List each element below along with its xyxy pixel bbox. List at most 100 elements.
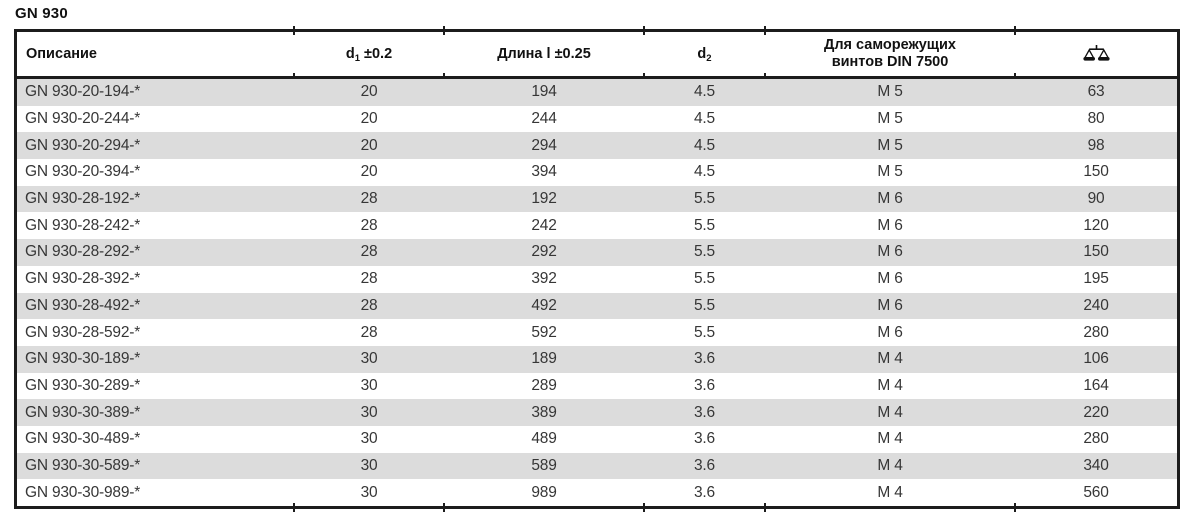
cell-weight: 164 xyxy=(1083,376,1109,394)
cell-length: 592 xyxy=(531,323,557,341)
cell-din: M 6 xyxy=(877,323,903,341)
cell-weight: 195 xyxy=(1083,270,1109,288)
cell-weight: 120 xyxy=(1083,216,1109,234)
cell-din: M 4 xyxy=(765,345,1015,373)
cell-description: GN 930-20-294-* xyxy=(17,132,294,160)
cell-d2: 5.5 xyxy=(694,323,715,341)
cell-din: M 6 xyxy=(877,270,903,288)
cell-din: M 4 xyxy=(765,399,1015,426)
page-title: GN 930 xyxy=(15,5,68,22)
table-row: GN 930-20-394-* 20 394 4.5 M 5 150 xyxy=(17,159,1177,186)
cell-length: 192 xyxy=(444,185,644,213)
cell-length: 389 xyxy=(444,399,644,426)
cell-d2: 4.5 xyxy=(694,163,715,181)
table-row: GN 930-28-392-* 28 392 5.5 M 6 195 xyxy=(17,266,1177,293)
cell-d1: 30 xyxy=(293,479,444,512)
table-row: GN 930-28-492-* 28 492 5.5 M 6 240 xyxy=(17,292,1177,320)
cell-description: GN 930-20-194-* xyxy=(17,79,294,106)
cell-weight: 280 xyxy=(1083,323,1109,341)
cell-description: GN 930-30-989-* xyxy=(25,483,141,501)
cell-d1: 20 xyxy=(294,132,444,160)
cell-description: GN 930-28-492-* xyxy=(17,292,294,320)
d2-symbol: d xyxy=(697,45,707,62)
cell-d1: 28 xyxy=(294,292,444,320)
cell-d2: 5.5 xyxy=(644,239,765,266)
cell-din: M 6 xyxy=(877,216,903,234)
cell-weight: 98 xyxy=(1015,132,1177,160)
cell-din: M 5 xyxy=(765,79,1015,106)
cell-length: 242 xyxy=(531,216,557,234)
cell-din: M 4 xyxy=(765,452,1015,480)
column-header-din7500: Для саморежущих винтов DIN 7500 xyxy=(764,26,1015,82)
table-row: GN 930-28-192-* 28 192 5.5 M 6 90 xyxy=(17,185,1177,213)
cell-weight: 90 xyxy=(1015,185,1177,213)
cell-din: M 6 xyxy=(765,185,1015,213)
column-header-d2: d2 xyxy=(643,26,765,82)
din-header-line2: винтов DIN 7500 xyxy=(831,54,949,70)
cell-length: 294 xyxy=(444,132,644,160)
cell-d1: 30 xyxy=(360,430,378,448)
cell-d1: 28 xyxy=(360,323,378,341)
cell-d1: 28 xyxy=(360,270,378,288)
cell-description: GN 930-28-242-* xyxy=(25,216,141,234)
cell-description: GN 930-20-394-* xyxy=(25,163,141,181)
cell-length: 394 xyxy=(531,163,557,181)
cell-length: 189 xyxy=(444,345,644,373)
cell-length: 492 xyxy=(444,292,644,320)
cell-weight: 340 xyxy=(1015,452,1177,480)
cell-d2: 3.6 xyxy=(694,430,715,448)
table-row: GN 930-28-292-* 28 292 5.5 M 6 150 xyxy=(17,239,1177,266)
d1-tolerance: ±0.2 xyxy=(360,45,393,62)
column-header-length-label: Длина l ±0.25 xyxy=(497,45,591,62)
cell-weight: 240 xyxy=(1015,292,1177,320)
column-header-weight xyxy=(1014,26,1177,82)
d1-subscript: 1 xyxy=(354,52,360,64)
cell-weight: 150 xyxy=(1015,239,1177,266)
spec-table: Описание d1 ±0.2 Длина l ±0.25 d2 Для са… xyxy=(14,26,1180,512)
cell-d2: 5.5 xyxy=(644,292,765,320)
cell-length: 989 xyxy=(443,479,644,512)
cell-d2: 3.6 xyxy=(644,452,765,480)
cell-weight: 560 xyxy=(1014,479,1177,512)
cell-d1: 20 xyxy=(360,110,378,128)
cell-d1: 30 xyxy=(294,452,444,480)
cell-description: GN 930-20-244-* xyxy=(25,110,141,128)
d2-subscript: 2 xyxy=(706,52,712,64)
cell-length: 489 xyxy=(531,430,557,448)
cell-d1: 20 xyxy=(294,79,444,106)
cell-din: M 5 xyxy=(877,110,903,128)
cell-description: GN 930-30-489-* xyxy=(25,430,141,448)
cell-weight: 150 xyxy=(1083,163,1109,181)
d1-symbol: d xyxy=(345,45,355,62)
cell-weight: 80 xyxy=(1087,110,1105,128)
table-row: GN 930-20-294-* 20 294 4.5 M 5 98 xyxy=(17,132,1177,160)
cell-din: M 6 xyxy=(765,292,1015,320)
table-row: GN 930-28-592-* 28 592 5.5 M 6 280 xyxy=(17,319,1177,346)
table-row: GN 930-30-189-* 30 189 3.6 M 4 106 xyxy=(17,345,1177,373)
cell-d1: 28 xyxy=(294,239,444,266)
cell-weight: 220 xyxy=(1015,399,1177,426)
table-row: GN 930-20-244-* 20 244 4.5 M 5 80 xyxy=(17,106,1177,133)
cell-weight: 106 xyxy=(1015,345,1177,373)
table-header: Описание d1 ±0.2 Длина l ±0.25 d2 Для са… xyxy=(17,26,1177,82)
cell-d1: 30 xyxy=(360,376,378,394)
cell-d2: 4.5 xyxy=(694,110,715,128)
din-header-line1: Для саморежущих xyxy=(823,37,956,54)
cell-description: GN 930-28-392-* xyxy=(25,270,141,288)
cell-d2: 3.6 xyxy=(694,376,715,394)
cell-length: 194 xyxy=(444,79,644,106)
scale-icon xyxy=(1015,44,1177,65)
cell-d2: 3.6 xyxy=(644,399,765,426)
table-row: GN 930-20-194-* 20 194 4.5 M 5 63 xyxy=(17,79,1177,106)
cell-din: M 5 xyxy=(765,132,1015,160)
cell-description: GN 930-28-292-* xyxy=(17,239,294,266)
cell-length: 292 xyxy=(444,239,644,266)
cell-length: 589 xyxy=(444,452,644,480)
cell-description: GN 930-30-589-* xyxy=(17,452,294,480)
cell-description: GN 930-30-289-* xyxy=(25,376,141,394)
cell-d2: 4.5 xyxy=(644,79,765,106)
table-row: GN 930-30-989-* 30 989 3.6 M 4 560 xyxy=(17,479,1177,512)
cell-d2: 3.6 xyxy=(643,479,765,512)
cell-d2: 4.5 xyxy=(644,132,765,160)
cell-din: M 4 xyxy=(877,376,903,394)
